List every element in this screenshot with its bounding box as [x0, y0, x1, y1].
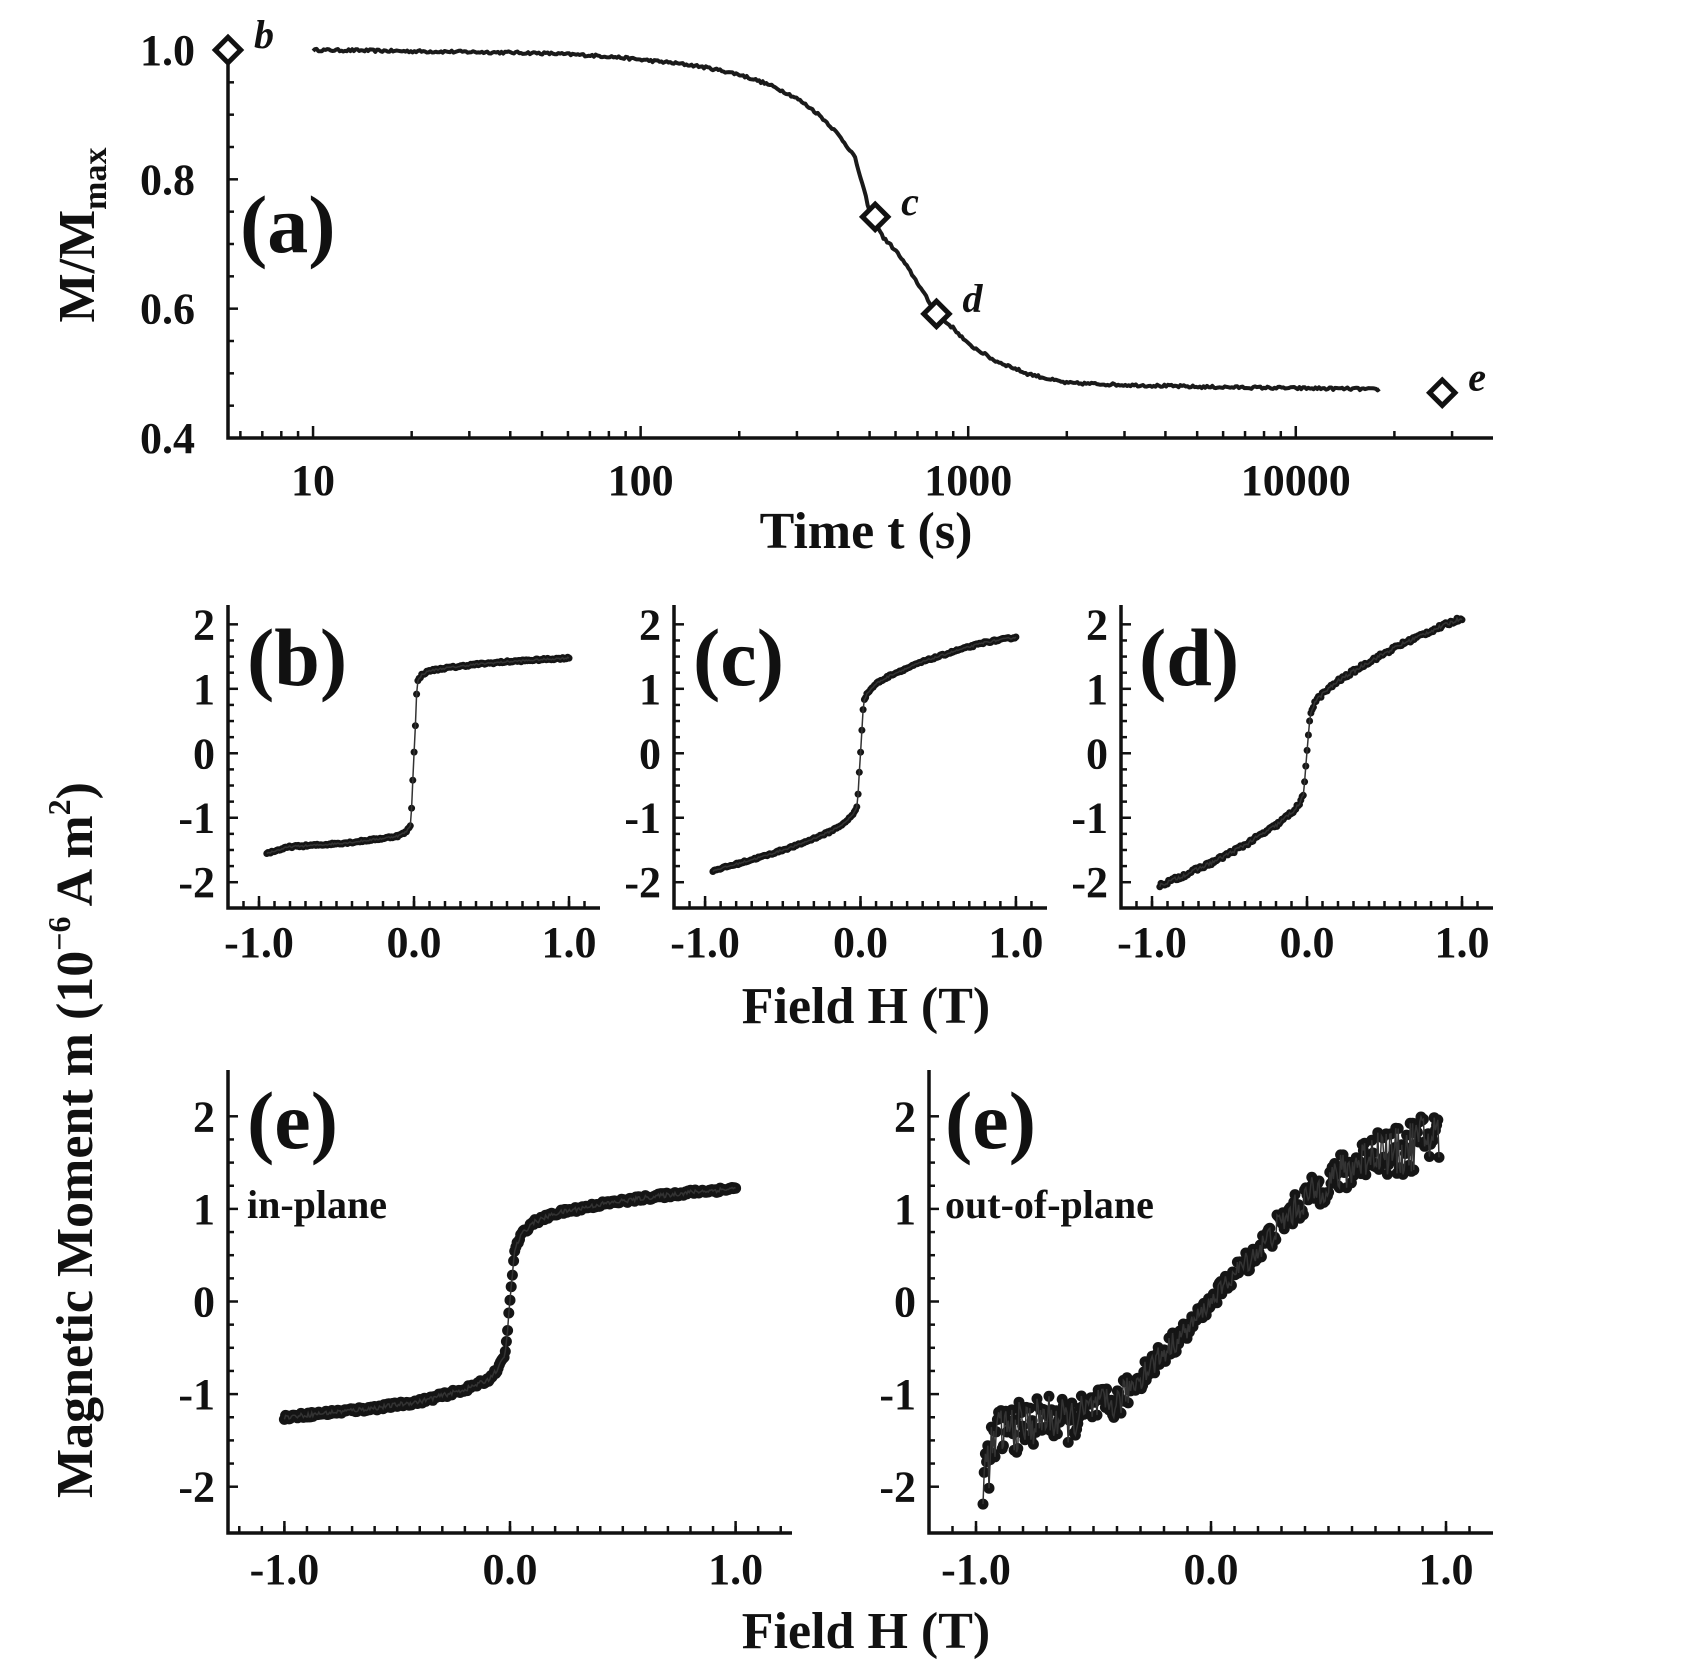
panel-e-in-ytick-label: -2	[178, 1463, 215, 1512]
panel-d-ytick-label: 0	[1086, 729, 1108, 778]
panel-e-out-ytick-label: -2	[879, 1463, 916, 1512]
panel-d-xtick-label: 1.0	[1435, 918, 1490, 967]
panel-e-in-connector	[283, 1186, 736, 1420]
panel-a-xtick-label: 100	[608, 456, 674, 505]
panel-a-x-axis-label: Time t (s)	[760, 503, 973, 560]
panel-e-in-ytick-label: -1	[178, 1370, 215, 1419]
panel-c-hysteresis: -2 -1 0 1 2 -1.0 0.0 1.0 (c)	[624, 600, 1047, 967]
panel-c-connector	[712, 636, 1017, 873]
panel-d-ytick-label: 2	[1086, 600, 1108, 649]
panel-b-ytick-label: 0	[193, 729, 215, 778]
bottom-row-x-axis-label: Field H (T)	[742, 1603, 990, 1660]
panel-a-xtick-label: 10	[291, 456, 335, 505]
panel-a-ytick-label: 0.4	[140, 414, 195, 463]
panel-d-connector	[1159, 616, 1463, 888]
panel-b-ytick-label: -1	[178, 794, 215, 843]
panel-e-in-note: in-plane	[247, 1182, 387, 1227]
panel-a-relaxation: 0.4 0.6 0.8 1.0 10 100 1000 10000 (a) b c d e	[140, 12, 1493, 505]
panel-a-xtick-label: 10000	[1241, 456, 1351, 505]
marker-e-label: e	[1468, 355, 1486, 400]
panel-c-label: (c)	[693, 612, 784, 703]
panel-c-xtick-label: 1.0	[988, 918, 1043, 967]
panel-e-in-xtick-label: 0.0	[483, 1545, 538, 1594]
panel-b-hysteresis: -2 -1 0 1 2 -1.0 0.0 1.0 (b)	[178, 600, 600, 967]
moment-axis-label: Magnetic Moment m (10−6 A m2)	[41, 782, 104, 1498]
moment-label-unit-exponent: 2	[41, 799, 77, 815]
panel-e-out-note: out-of-plane	[945, 1182, 1154, 1227]
panel-e-in-xtick-label: -1.0	[250, 1545, 320, 1594]
panel-b-ytick-label: 1	[193, 665, 215, 714]
panel-d-hysteresis: -2 -1 0 1 2 -1.0 0.0 1.0 (d)	[1071, 600, 1493, 967]
panel-d-ytick-label: -1	[1071, 794, 1108, 843]
panel-b-label: (b)	[247, 612, 347, 703]
panel-a-ytick-label: 0.6	[140, 285, 195, 334]
panel-d-xtick-label: 0.0	[1280, 918, 1335, 967]
panel-d-ytick-label: -2	[1071, 858, 1108, 907]
panel-e-in-plane: -2 -1 0 1 2 -1.0 0.0 1.0 (e) in-plane	[178, 1070, 792, 1594]
panel-a-label: (a)	[240, 179, 336, 270]
panel-c-ytick-label: -2	[624, 858, 661, 907]
panel-e-out-ytick-label: 2	[894, 1092, 916, 1141]
panel-c-ytick-label: 2	[639, 600, 661, 649]
panel-e-out-ytick-label: 0	[894, 1278, 916, 1327]
panel-e-out-connector	[982, 1114, 1440, 1505]
panel-e-in-axes	[226, 1070, 792, 1535]
panel-e-out-label: (e)	[945, 1075, 1036, 1166]
panel-e-out-ytick-label: 1	[894, 1185, 916, 1234]
moment-label-unit: A m	[47, 815, 104, 916]
panel-b-xtick-label: 0.0	[387, 918, 442, 967]
panel-a-xtick-label: 1000	[924, 456, 1012, 505]
marker-d-label: d	[962, 276, 983, 321]
marker-e	[1425, 376, 1459, 409]
panel-e-out-xtick-label: -1.0	[941, 1545, 1011, 1594]
panel-a-ytick-label: 0.8	[140, 155, 195, 204]
panel-b-xtick-label: 1.0	[542, 918, 597, 967]
panel-b-ytick-label: 2	[193, 600, 215, 649]
panel-a-y-label-sub: max	[77, 148, 114, 210]
panel-b-connector	[266, 656, 570, 855]
panel-a-axes	[226, 50, 1493, 440]
panel-c-xtick-label: -1.0	[670, 918, 740, 967]
panel-e-in-ytick-label: 1	[193, 1185, 215, 1234]
moment-label-text: Magnetic Moment m (10	[47, 951, 104, 1498]
panel-e-in-ytick-label: 0	[193, 1278, 215, 1327]
marker-c	[858, 200, 892, 234]
moment-label-close: )	[47, 782, 104, 799]
panel-d-label: (d)	[1139, 612, 1239, 703]
marker-c-label: c	[901, 179, 919, 224]
panel-e-in-xtick-label: 1.0	[708, 1545, 763, 1594]
panel-e-in-label: (e)	[247, 1075, 338, 1166]
panel-a-y-axis-label: M/Mmax	[49, 148, 114, 323]
panel-c-ytick-label: 1	[639, 665, 661, 714]
panel-b-ytick-label: -2	[178, 858, 215, 907]
panel-c-ytick-label: -1	[624, 794, 661, 843]
panel-e-out-ytick-label: -1	[879, 1370, 916, 1419]
marker-b	[211, 33, 245, 67]
panel-e-out-xtick-label: 1.0	[1419, 1545, 1474, 1594]
panel-e-in-ytick-label: 2	[193, 1092, 215, 1141]
marker-d	[920, 297, 953, 331]
panel-d-ytick-label: 1	[1086, 665, 1108, 714]
marker-b-label: b	[254, 12, 274, 57]
panel-c-ytick-label: 0	[639, 729, 661, 778]
panel-a-y-label-main: M/M	[49, 210, 106, 323]
panel-e-out-xtick-label: 0.0	[1184, 1545, 1239, 1594]
panel-b-xtick-label: -1.0	[224, 918, 294, 967]
panel-d-xtick-label: -1.0	[1117, 918, 1187, 967]
panel-a-ytick-label: 1.0	[140, 26, 195, 75]
panel-a-relaxation-line	[311, 46, 1381, 393]
panel-e-out-of-plane: -2 -1 0 1 2 -1.0 0.0 1.0 (e) out-of-plane	[879, 1070, 1493, 1594]
panel-c-xtick-label: 0.0	[833, 918, 888, 967]
moment-label-exponent: −6	[41, 916, 77, 950]
middle-row-x-axis-label: Field H (T)	[742, 978, 990, 1035]
